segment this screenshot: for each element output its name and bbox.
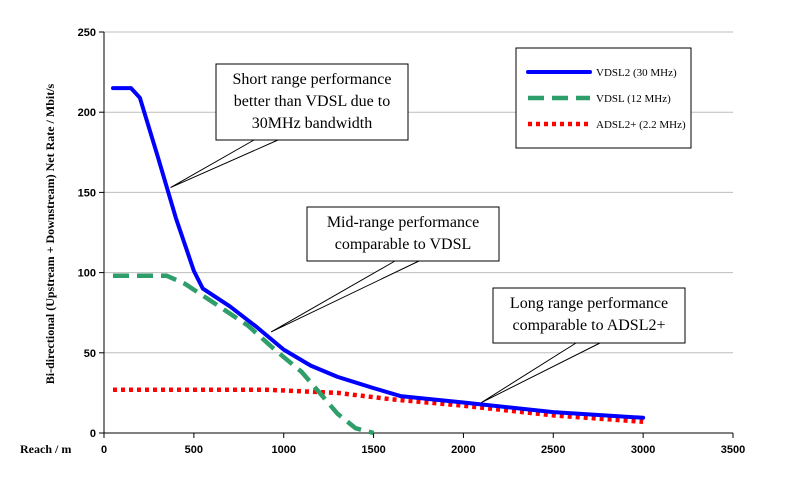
x-axis-label: Reach / m — [20, 442, 71, 456]
axes — [103, 32, 733, 434]
x-tick-label-2500: 2500 — [541, 444, 565, 456]
x-tick-label-500: 500 — [185, 444, 203, 456]
y-tick-label-200: 200 — [78, 107, 96, 119]
legend-label-3: ADSL2+ (2.2 MHz) — [596, 119, 686, 131]
callout-pointer — [170, 139, 279, 189]
y-tick-labels: 0 50 100 150 200 250 — [78, 27, 104, 440]
callout-box — [306, 206, 500, 262]
y-tick-label-100: 100 — [78, 268, 96, 280]
callouts: Short range performance better than VDSL … — [170, 63, 686, 403]
callout-pointer — [481, 342, 601, 403]
callout-2: Mid-range performance comparable to VDSL — [270, 206, 500, 333]
x-tick-label-2000: 2000 — [451, 444, 475, 456]
y-tick-label-250: 250 — [78, 27, 96, 39]
x-tick-labels: 0 500 1000 1500 2000 2500 3000 3500 — [101, 433, 745, 456]
callout-3: Long range performance comparable to ADSL… — [481, 287, 686, 403]
callout-1: Short range performance better than VDSL … — [170, 63, 409, 189]
callout-text-line: Mid-range performance — [327, 214, 479, 231]
callout-text-line: comparable to ADSL2+ — [513, 317, 666, 334]
callout-text-line: better than VDSL due to — [234, 93, 390, 110]
legend: VDSL2 (30 MHz) VDSL (12 MHz) ADSL2+ (2.2 M… — [515, 47, 692, 149]
x-tick-label-1000: 1000 — [271, 444, 295, 456]
y-axis-label: Bi-directional (Upstream + Downstream) N… — [43, 83, 57, 384]
y-tick-label-0: 0 — [90, 428, 96, 440]
x-tick-label-0: 0 — [101, 444, 107, 456]
callout-box — [492, 287, 686, 344]
x-tick-label-3000: 3000 — [631, 444, 655, 456]
x-tick-label-3500: 3500 — [721, 444, 745, 456]
y-tick-label-150: 150 — [78, 187, 96, 199]
callout-box — [215, 63, 409, 141]
callout-text-line: 30MHz bandwidth — [252, 115, 372, 132]
y-tick-label-50: 50 — [84, 348, 96, 360]
callout-text-line: comparable to VDSL — [335, 236, 472, 253]
callout-text-line: Short range performance — [232, 71, 391, 88]
callout-pointer — [270, 260, 420, 333]
legend-label-2: VDSL (12 MHz) — [596, 93, 671, 105]
series-line-vdsl2 — [111, 86, 646, 420]
x-tick-label-1500: 1500 — [361, 444, 385, 456]
series-lines — [111, 86, 646, 436]
legend-box — [515, 47, 692, 149]
series-line-adsl2 — [113, 387, 644, 425]
callout-text-line: Long range performance — [510, 295, 668, 312]
legend-label-1: VDSL2 (30 MHz) — [596, 67, 677, 79]
